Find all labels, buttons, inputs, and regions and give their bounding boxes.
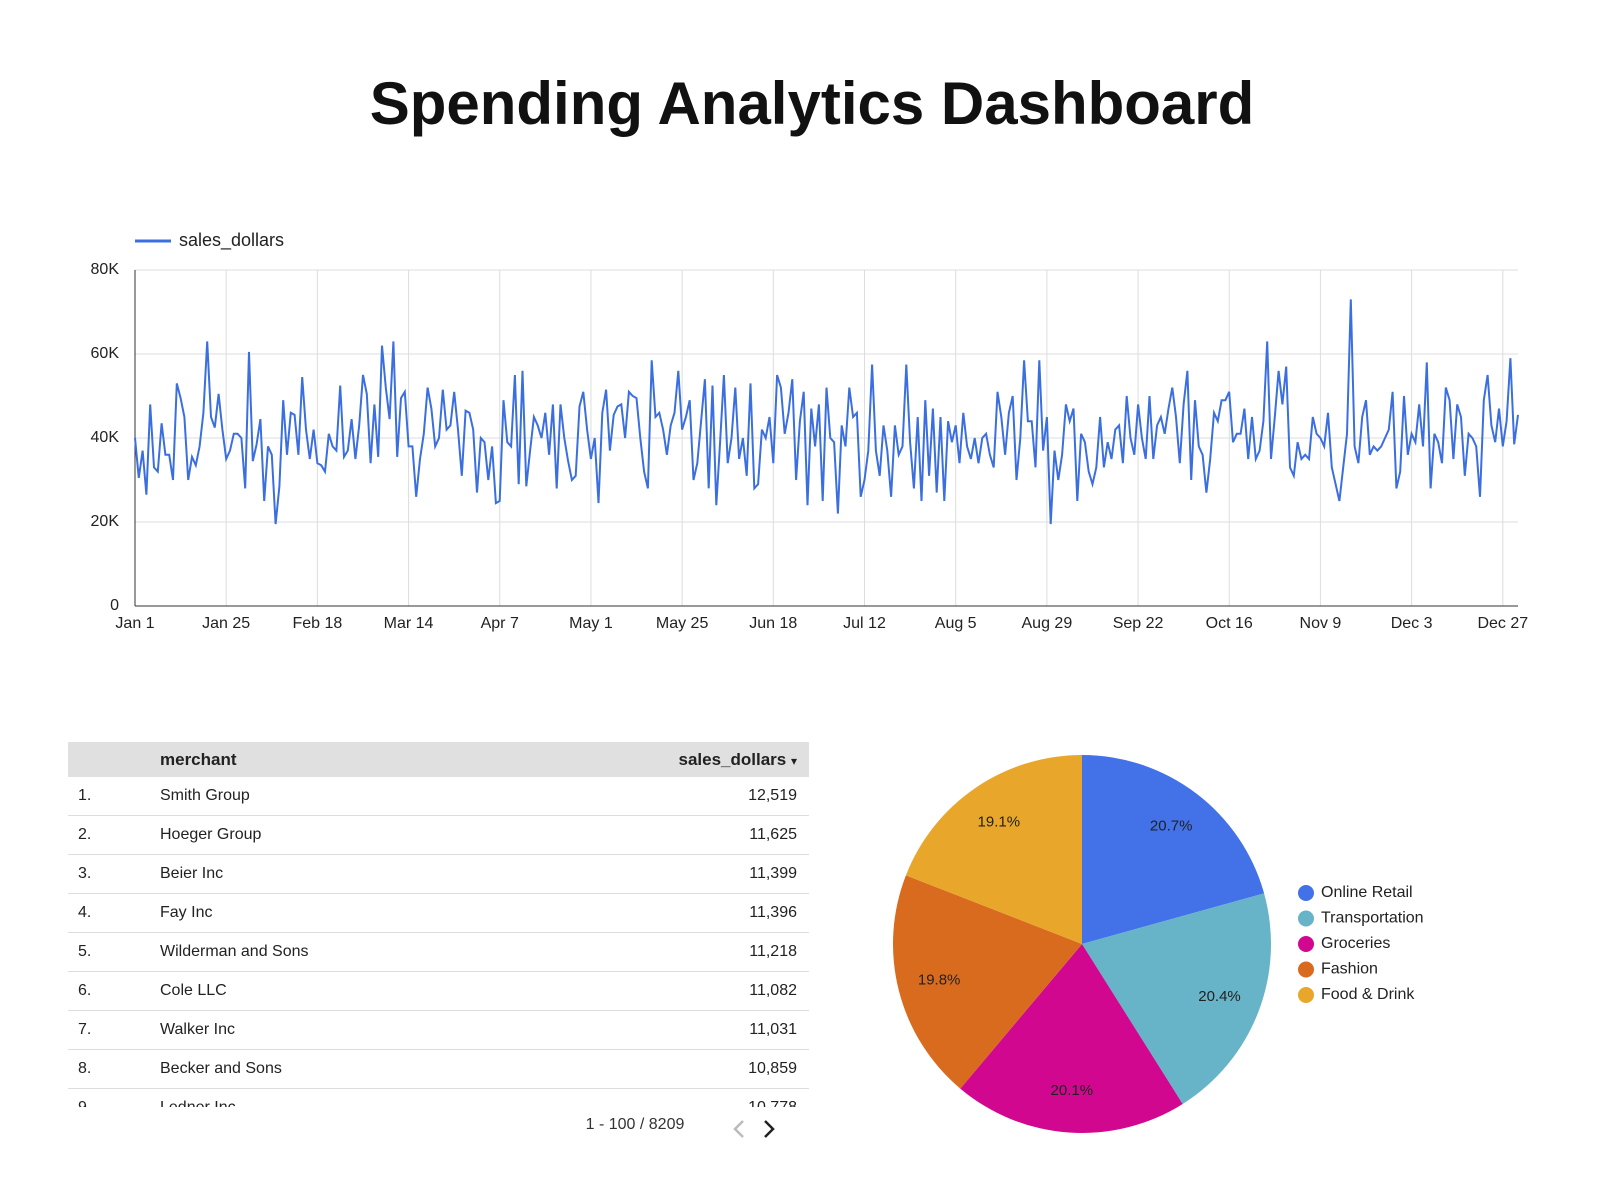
table-cell: Ledner Inc — [160, 1099, 609, 1107]
legend-label: Transportation — [1321, 910, 1424, 927]
x-tick-label: May 25 — [656, 615, 709, 632]
y-tick-label: 80K — [91, 261, 120, 278]
x-tick-label: Jan 1 — [115, 615, 154, 632]
legend-swatch — [1298, 961, 1314, 978]
legend-label: Fashion — [1321, 961, 1378, 978]
x-tick-label: Aug 29 — [1022, 615, 1073, 632]
x-tick-label: Jun 18 — [749, 615, 797, 632]
pager-buttons — [733, 1120, 775, 1138]
legend-label: Groceries — [1321, 935, 1390, 952]
x-tick-label: Apr 7 — [481, 615, 519, 632]
table-cell: Cole LLC — [160, 982, 227, 999]
x-tick-label: Sep 22 — [1113, 615, 1164, 632]
table-cell: 11,396 — [749, 904, 797, 921]
pie-slice — [893, 875, 1082, 1089]
table-cell: 2. — [78, 826, 92, 843]
table-cell: 11,399 — [749, 865, 797, 882]
x-tick-label: Jan 25 — [202, 615, 250, 632]
pie-slice — [1082, 755, 1265, 944]
table-cell: 4. — [78, 904, 92, 921]
slice-label: 19.1% — [978, 813, 1021, 830]
x-tick-label: Jul 12 — [843, 615, 886, 632]
legend-swatch — [1298, 885, 1314, 901]
legend-swatch — [1298, 910, 1314, 927]
x-tick-label: Feb 18 — [292, 615, 342, 632]
table-cell: Beier Inc — [160, 865, 224, 882]
y-tick-label: 60K — [91, 345, 120, 362]
table-row: 9.Ledner Inc10,778 — [68, 1089, 809, 1107]
table-row: 5. Wilderman and Sons 11,218 — [68, 933, 809, 972]
header-cell[interactable]: merchant — [160, 749, 237, 769]
header-cell[interactable]: sales_dollars ▾ — [609, 750, 809, 770]
y-tick-label: 20K — [91, 513, 120, 530]
table-cell: Becker and Sons — [160, 1060, 282, 1077]
table-row: 1. Smith Group 12,519 — [68, 777, 809, 816]
table-row: 6. Cole LLC 11,082 — [68, 972, 809, 1011]
table-cell: Wilderman and Sons — [160, 943, 309, 960]
table-cell: 1. — [78, 787, 92, 804]
table-row: 3. Beier Inc 11,399 — [68, 855, 809, 894]
table-cell: 11,625 — [749, 826, 797, 843]
table-row: 2. Hoeger Group 11,625 — [68, 816, 809, 855]
table-cell: 10,859 — [748, 1060, 797, 1077]
slice-label: 19.8% — [918, 971, 961, 988]
pie-slice — [1082, 893, 1271, 1104]
pie-slice — [960, 944, 1183, 1133]
table-cell: 11,082 — [749, 982, 797, 999]
x-tick-label: Dec 3 — [1391, 615, 1433, 632]
legend-swatch — [1298, 987, 1314, 1003]
legend-label: sales_dollars — [179, 230, 284, 251]
pie-slice — [905, 755, 1082, 944]
page-title: Spending Analytics Dashboard — [370, 70, 1255, 137]
x-tick-label: Mar 14 — [384, 615, 434, 632]
table-cell: 3. — [78, 865, 92, 882]
table-cell: 5. — [78, 943, 92, 960]
table-cell: Hoeger Group — [160, 826, 262, 843]
table-cell: 12,519 — [748, 787, 797, 804]
x-tick-label: Nov 9 — [1300, 615, 1342, 632]
header-text: sales_dollars — [678, 749, 787, 769]
table-row: 8. Becker and Sons 10,859 — [68, 1050, 809, 1089]
legend-label: Online Retail — [1321, 884, 1413, 901]
x-tick-label: Aug 5 — [935, 615, 977, 632]
x-tick-label: May 1 — [569, 615, 613, 632]
table-cell: 6. — [78, 982, 92, 999]
table-cell: 7. — [78, 1021, 92, 1038]
table-cell: 8. — [78, 1060, 92, 1077]
table-cell: 10,778 — [609, 1099, 809, 1107]
pagination: 1 - 100 / 8209 — [585, 1116, 685, 1133]
legend-swatch — [1298, 936, 1314, 952]
slice-label: 20.4% — [1198, 988, 1241, 1005]
x-tick-label: Dec 27 — [1477, 615, 1528, 632]
table-header: merchant sales_dollars ▾ — [68, 742, 809, 777]
y-tick-label: 0 — [110, 597, 119, 614]
table-cell: Smith Group — [160, 787, 250, 804]
y-tick-label: 40K — [91, 429, 120, 446]
legend-label: Food & Drink — [1321, 986, 1415, 1003]
table-cell: Fay Inc — [160, 904, 213, 921]
table-cell: 9. — [68, 1099, 160, 1107]
next-page[interactable] — [764, 1120, 775, 1138]
table-cell: 11,218 — [749, 943, 797, 960]
table-cell: Walker Inc — [160, 1021, 235, 1038]
table: merchant sales_dollars ▾ 1. Smith Group 12… — [68, 742, 809, 1107]
prev-page[interactable] — [733, 1120, 744, 1138]
table-row: 4. Fay Inc 11,396 — [68, 894, 809, 933]
slice-label: 20.1% — [1051, 1082, 1094, 1099]
table-row: 7. Walker Inc 11,031 — [68, 1011, 809, 1050]
x-tick-label: Oct 16 — [1206, 615, 1253, 632]
data-line — [134, 299, 1519, 525]
sort-indicator: ▾ — [790, 753, 797, 768]
table-cell: 11,031 — [749, 1021, 797, 1038]
slice-label: 20.7% — [1150, 818, 1193, 835]
